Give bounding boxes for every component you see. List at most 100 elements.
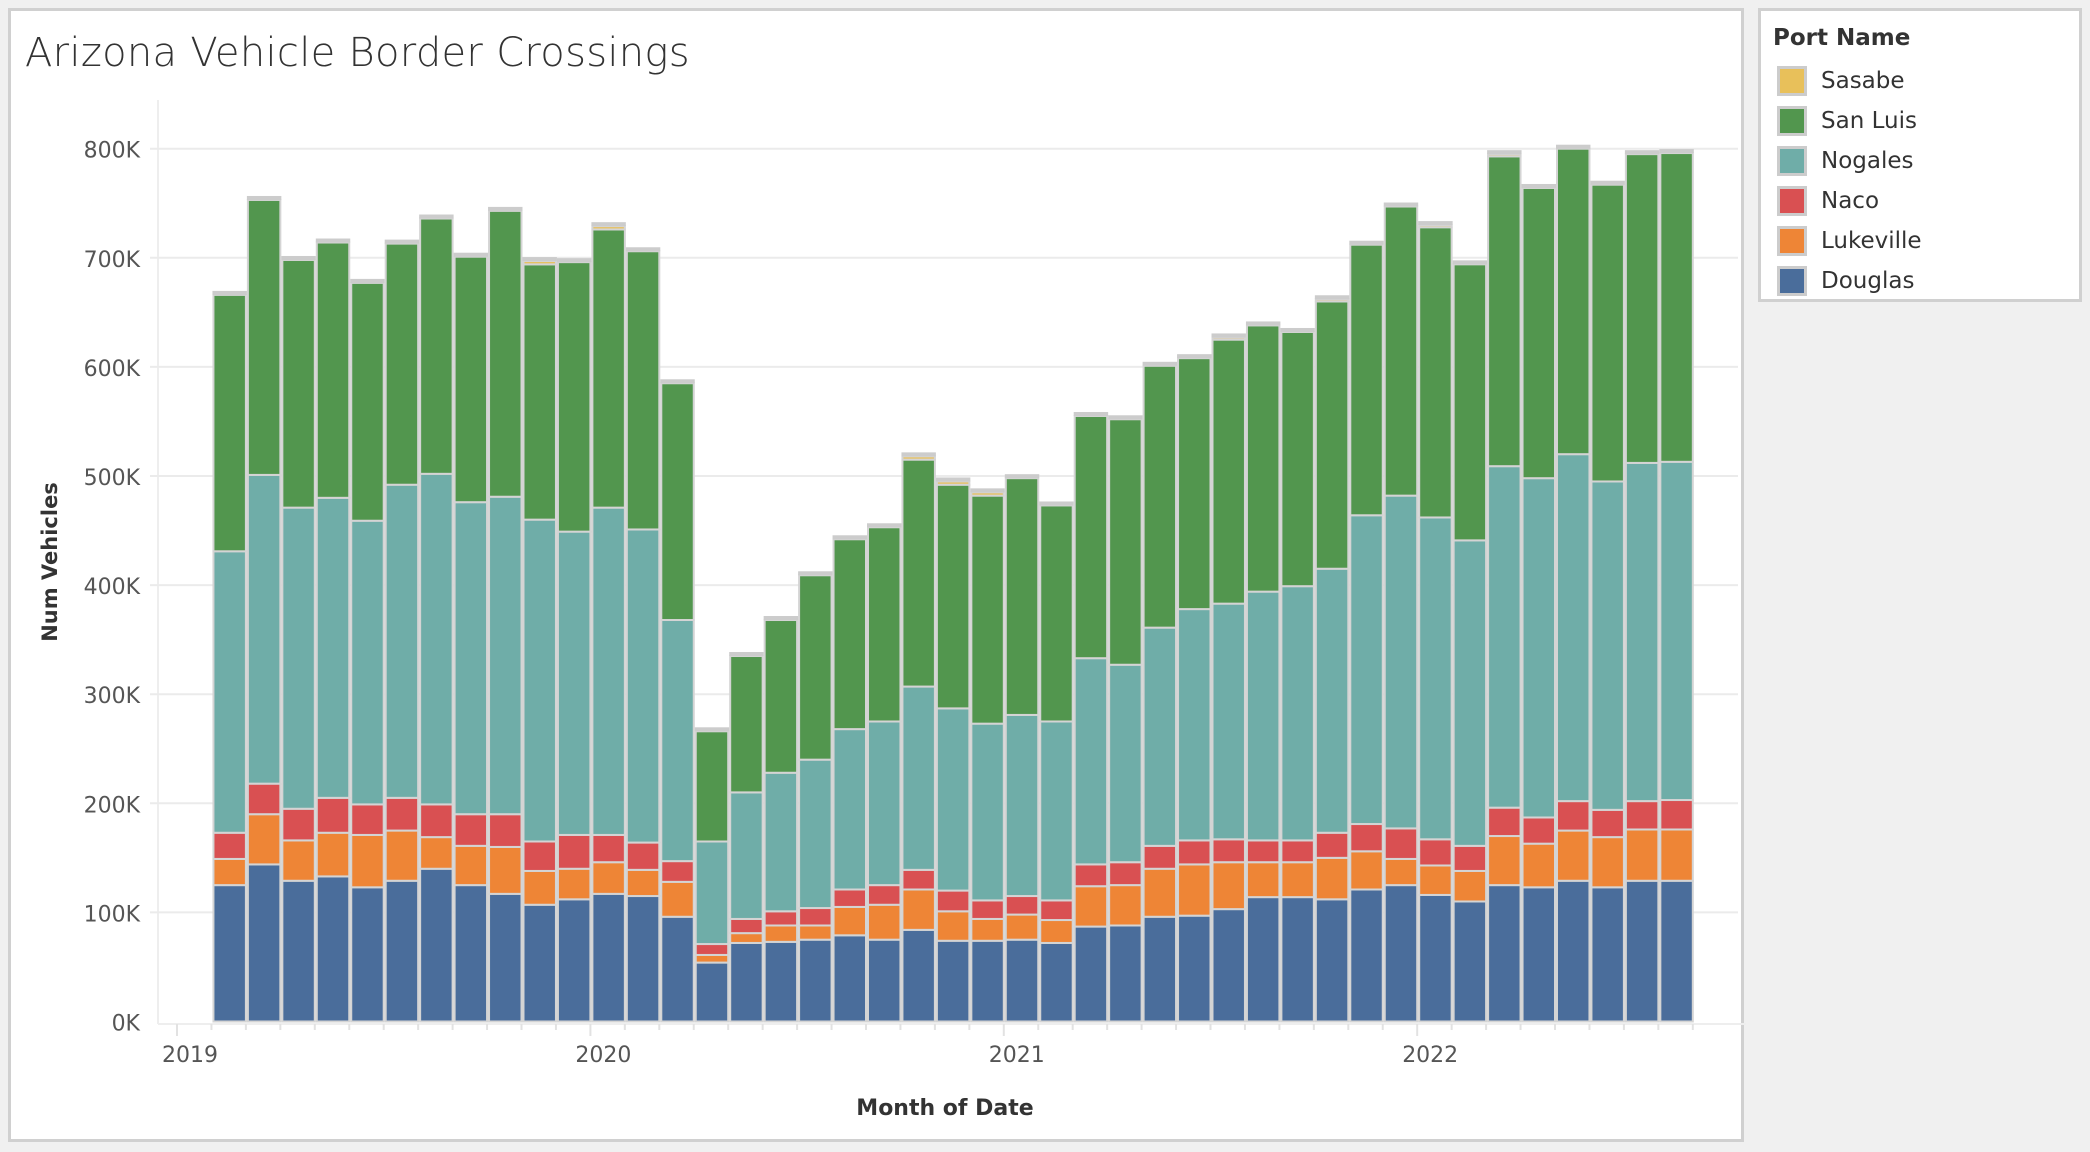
bar-segment-douglas[interactable] <box>315 875 351 1023</box>
bar-segment-naco[interactable] <box>867 884 902 906</box>
bar-segment-nogales[interactable] <box>488 495 523 816</box>
legend-item-san-luis[interactable]: San Luis <box>1773 103 1917 139</box>
bar-segment-naco[interactable] <box>419 803 454 839</box>
bar-segment-douglas[interactable] <box>660 915 695 1023</box>
bar-segment-lukeville[interactable] <box>1280 861 1315 899</box>
bar-segment-nogales[interactable] <box>419 472 454 806</box>
bar-segment-nogales[interactable] <box>625 528 661 844</box>
bar-segment-douglas[interactable] <box>694 961 730 1023</box>
bar-segment-douglas[interactable] <box>1211 908 1246 1023</box>
bar-segment-naco[interactable] <box>1624 800 1660 831</box>
bar-segment-san-luis[interactable] <box>1073 414 1109 660</box>
bar-segment-nogales[interactable] <box>694 840 730 946</box>
bar-segment-douglas[interactable] <box>1280 896 1315 1023</box>
bar-segment-lukeville[interactable] <box>453 844 489 887</box>
bar-segment-nogales[interactable] <box>660 619 695 863</box>
bar-segment-san-luis[interactable] <box>694 730 730 843</box>
bar-segment-lukeville[interactable] <box>1556 829 1591 882</box>
bar-segment-lukeville[interactable] <box>212 857 247 887</box>
bar-segment-nogales[interactable] <box>1487 465 1522 809</box>
bar-segment-san-luis[interactable] <box>625 250 661 531</box>
bar-segment-douglas[interactable] <box>556 898 592 1023</box>
bar-segment-lukeville[interactable] <box>1314 856 1350 901</box>
bar-segment-san-luis[interactable] <box>867 526 902 723</box>
bar-segment-nogales[interactable] <box>453 501 489 816</box>
bar-segment-san-luis[interactable] <box>281 258 316 509</box>
bar-segment-san-luis[interactable] <box>832 538 867 731</box>
bar-segment-douglas[interactable] <box>419 867 454 1023</box>
bar-segment-nogales[interactable] <box>384 483 420 799</box>
bar-segment-naco[interactable] <box>763 910 799 927</box>
bar-segment-naco[interactable] <box>970 899 1005 920</box>
bar-segment-lukeville[interactable] <box>1383 857 1419 887</box>
bar-segment-lukeville[interactable] <box>419 836 454 870</box>
bar-segment-san-luis[interactable] <box>1659 152 1694 463</box>
bar-segment-nogales[interactable] <box>1073 657 1109 866</box>
bar-segment-nogales[interactable] <box>901 685 936 871</box>
bar-segment-lukeville[interactable] <box>1624 828 1660 882</box>
bar-segment-douglas[interactable] <box>1659 879 1694 1023</box>
bar-segment-san-luis[interactable] <box>1556 147 1591 456</box>
bar-segment-nogales[interactable] <box>970 722 1005 902</box>
bar-segment-naco[interactable] <box>591 833 626 864</box>
bar-segment-lukeville[interactable] <box>1108 884 1143 927</box>
bar-segment-lukeville[interactable] <box>1349 850 1384 891</box>
bar-segment-san-luis[interactable] <box>556 261 592 533</box>
bar-segment-lukeville[interactable] <box>763 924 799 943</box>
bar-segment-sasabe[interactable] <box>522 260 557 266</box>
bar-segment-san-luis[interactable] <box>1039 504 1074 723</box>
bar-segment-lukeville[interactable] <box>1659 828 1694 882</box>
bar-segment-san-luis[interactable] <box>350 281 385 522</box>
bar-segment-douglas[interactable] <box>901 928 936 1023</box>
bar-segment-san-luis[interactable] <box>970 494 1005 725</box>
bar-segment-san-luis[interactable] <box>1590 183 1625 483</box>
bar-segment-san-luis[interactable] <box>1108 418 1143 666</box>
bar-segment-douglas[interactable] <box>1418 893 1453 1023</box>
bar-segment-douglas[interactable] <box>1521 886 1557 1023</box>
bar-segment-lukeville[interactable] <box>1142 867 1178 918</box>
bar-segment-nogales[interactable] <box>281 506 316 810</box>
bar-segment-lukeville[interactable] <box>694 953 730 964</box>
bar-segment-sasabe[interactable] <box>935 480 971 486</box>
bar-segment-lukeville[interactable] <box>384 829 420 882</box>
bar-segment-naco[interactable] <box>1418 838 1453 867</box>
bar-segment-naco[interactable] <box>1039 899 1074 922</box>
bar-segment-nogales[interactable] <box>867 720 902 887</box>
bar-segment-douglas[interactable] <box>1452 900 1488 1023</box>
bar-segment-douglas[interactable] <box>1073 925 1109 1023</box>
bar-segment-douglas[interactable] <box>798 938 833 1023</box>
bar-segment-san-luis[interactable] <box>488 209 523 498</box>
bar-segment-nogales[interactable] <box>1314 567 1350 834</box>
bar-segment-naco[interactable] <box>1177 839 1212 866</box>
bar-segment-lukeville[interactable] <box>1487 835 1522 887</box>
legend-item-lukeville[interactable]: Lukeville <box>1773 223 1922 259</box>
bar-segment-lukeville[interactable] <box>522 869 557 906</box>
bar-segment-lukeville[interactable] <box>1452 869 1488 903</box>
bar-segment-lukeville[interactable] <box>281 839 316 882</box>
bar-segment-san-luis[interactable] <box>384 242 420 486</box>
bar-segment-nogales[interactable] <box>729 791 764 920</box>
legend-item-sasabe[interactable]: Sasabe <box>1773 63 1905 99</box>
legend-item-naco[interactable]: Naco <box>1773 183 1879 219</box>
bar-segment-san-luis[interactable] <box>1245 324 1281 593</box>
bar-segment-san-luis[interactable] <box>660 382 695 622</box>
bar-segment-naco[interactable] <box>1211 838 1246 864</box>
bar-segment-douglas[interactable] <box>625 895 661 1023</box>
bar-segment-lukeville[interactable] <box>660 880 695 918</box>
bar-segment-lukeville[interactable] <box>798 924 833 941</box>
bar-segment-san-luis[interactable] <box>1314 300 1350 570</box>
bar-segment-sasabe[interactable] <box>1211 336 1246 341</box>
bar-segment-douglas[interactable] <box>350 886 385 1023</box>
bar-segment-san-luis[interactable] <box>1521 186 1557 480</box>
bar-segment-nogales[interactable] <box>1245 590 1281 842</box>
bar-segment-lukeville[interactable] <box>832 905 867 937</box>
bar-segment-nogales[interactable] <box>832 728 867 891</box>
bar-segment-naco[interactable] <box>350 803 385 836</box>
bar-segment-naco[interactable] <box>935 889 971 913</box>
bar-segment-douglas[interactable] <box>1314 898 1350 1023</box>
bar-segment-nogales[interactable] <box>1659 460 1694 802</box>
bar-segment-san-luis[interactable] <box>419 217 454 475</box>
bar-segment-naco[interactable] <box>1108 861 1143 887</box>
bar-segment-lukeville[interactable] <box>1418 864 1453 896</box>
bar-segment-lukeville[interactable] <box>625 868 661 898</box>
